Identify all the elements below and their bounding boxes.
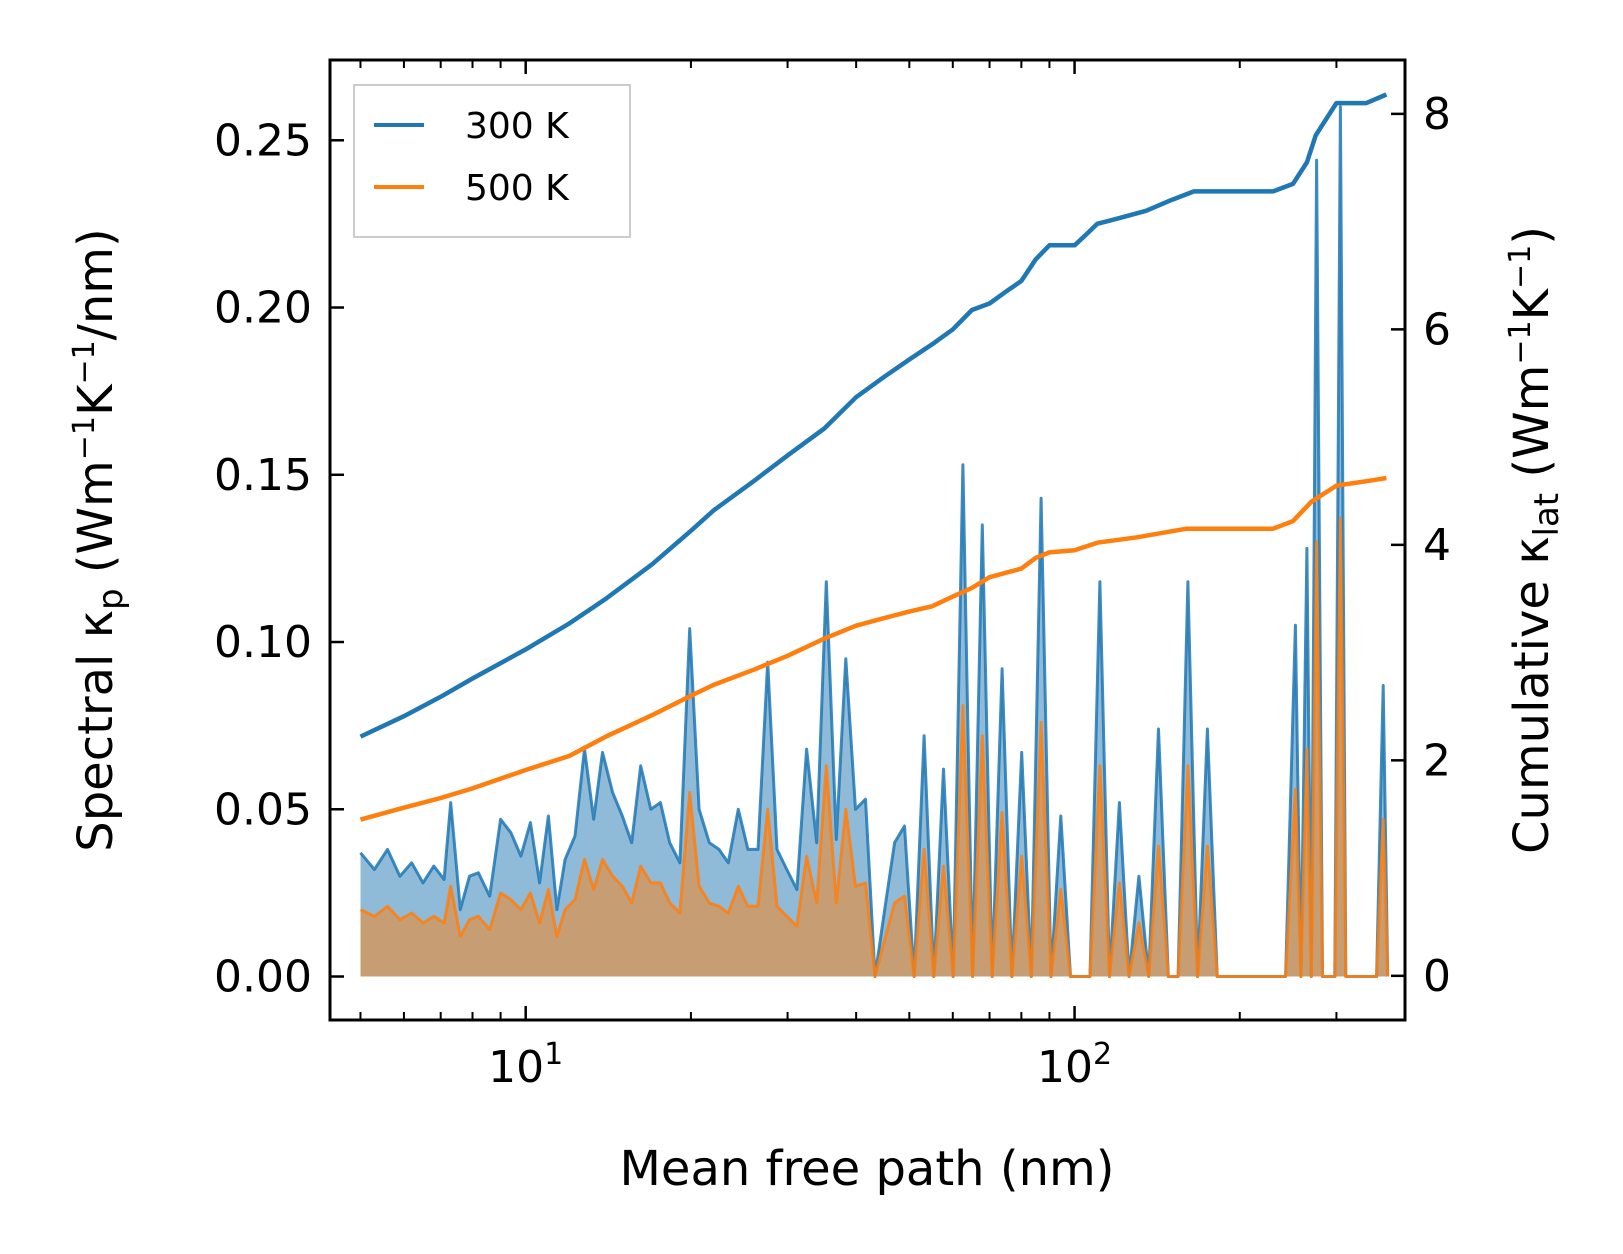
left-y-tick-label: 0.00 <box>214 952 312 1003</box>
cumulative-line-500k <box>359 475 1387 822</box>
left-y-tick-label: 0.15 <box>214 450 312 501</box>
spectral-line-500k <box>359 516 1390 978</box>
left-y-axis-label: Spectral κp (Wm−1K−1/nm) <box>67 228 131 852</box>
left-y-tick-label: 0.10 <box>214 617 312 668</box>
legend-label-500k: 500 K <box>465 168 570 209</box>
left-y-tick-label: 0.05 <box>214 784 312 835</box>
axes-ticks: 0.00 0.05 0.10 0.15 0.20 0.25 0 2 4 6 8 101 102 <box>214 60 1451 1093</box>
cumulative-line-300k <box>359 92 1388 739</box>
legend-box <box>353 84 631 238</box>
right-y-axis-label: Cumulative κlat (Wm−1K−1) <box>1503 226 1567 854</box>
right-y-tick-label: 4 <box>1423 520 1451 571</box>
right-y-tick-label: 0 <box>1423 951 1451 1002</box>
left-y-tick-label: 0.25 <box>214 115 312 166</box>
legend-label-300k: 300 K <box>465 106 570 147</box>
legend: 300 K 500 K <box>353 84 631 238</box>
right-y-tick-label: 8 <box>1423 89 1451 140</box>
plot-area <box>359 92 1390 978</box>
right-y-tick-label: 2 <box>1423 735 1451 786</box>
left-y-tick-label: 0.20 <box>214 283 312 334</box>
plot-frame <box>328 58 1407 1022</box>
x-tick-label: 102 <box>1037 1037 1112 1093</box>
x-tick-label: 101 <box>488 1037 563 1093</box>
right-y-tick-label: 6 <box>1423 304 1451 355</box>
x-axis-label: Mean free path (nm) <box>620 1141 1115 1197</box>
